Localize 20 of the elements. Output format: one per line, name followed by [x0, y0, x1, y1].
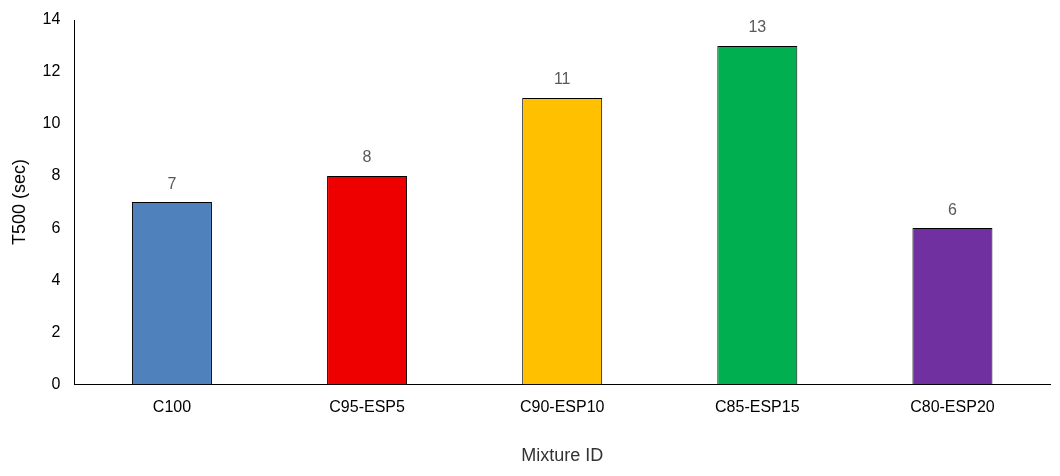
y-tick-label: 8	[51, 166, 61, 184]
y-tick-label: 14	[42, 10, 61, 28]
x-tick-label: C95-ESP5	[329, 398, 405, 416]
y-tick-label: 6	[51, 218, 61, 236]
y-tick-label: 10	[42, 114, 61, 132]
data-label: 7	[167, 174, 177, 192]
data-label: 13	[748, 18, 767, 36]
y-tick-label: 2	[51, 322, 61, 340]
x-tick-label: C80-ESP20	[910, 398, 995, 416]
data-label: 6	[947, 200, 957, 218]
x-tick-label: C85-ESP15	[715, 398, 800, 416]
data-label: 11	[553, 70, 571, 88]
x-tick-label: C100	[152, 398, 192, 416]
y-axis-title: T500 (sec)	[8, 159, 29, 246]
y-tick-label: 12	[42, 62, 61, 80]
x-tick-label: C90-ESP10	[519, 398, 605, 416]
x-axis-title: Mixture ID	[521, 445, 604, 466]
y-tick-label: 0	[51, 374, 61, 392]
data-label: 8	[362, 148, 372, 166]
y-tick-label: 4	[51, 270, 61, 288]
